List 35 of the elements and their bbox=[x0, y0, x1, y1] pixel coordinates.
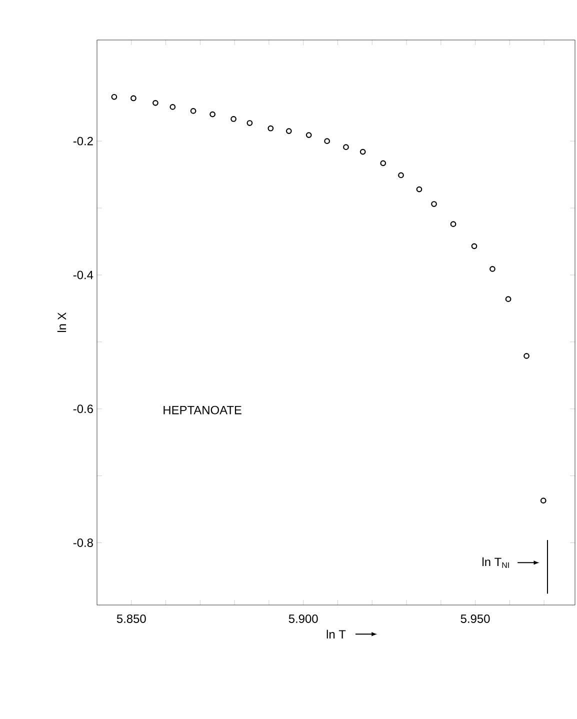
point bbox=[450, 221, 456, 228]
point bbox=[540, 498, 546, 504]
annotation: HEPTANOATE bbox=[164, 406, 242, 414]
x-tick-label: 5.950 bbox=[460, 614, 490, 623]
point bbox=[190, 108, 196, 114]
y-tick-label: -0.8 bbox=[73, 538, 93, 547]
point bbox=[111, 94, 118, 100]
point bbox=[130, 95, 136, 102]
point bbox=[471, 243, 478, 250]
x-axis-title: ln T bbox=[326, 630, 346, 638]
point bbox=[343, 144, 349, 150]
x-tick-label: 5.900 bbox=[288, 614, 318, 623]
ref-line-label: ln T$_{NI}$ bbox=[482, 557, 509, 568]
point bbox=[230, 116, 236, 122]
point bbox=[416, 186, 422, 192]
point bbox=[268, 125, 274, 132]
x-tick-label: 5.850 bbox=[116, 614, 146, 623]
point bbox=[524, 353, 530, 359]
point bbox=[398, 172, 404, 178]
point bbox=[380, 160, 386, 166]
point bbox=[246, 120, 253, 126]
y-tick-label: -0.6 bbox=[73, 404, 93, 414]
point bbox=[324, 138, 330, 144]
point bbox=[431, 201, 437, 207]
point bbox=[490, 266, 496, 272]
point bbox=[360, 148, 366, 155]
point bbox=[286, 128, 292, 134]
point bbox=[505, 296, 512, 302]
point bbox=[306, 132, 312, 138]
point bbox=[210, 111, 216, 118]
point bbox=[170, 104, 176, 110]
y-tick-label: -0.4 bbox=[73, 270, 94, 280]
point bbox=[152, 100, 158, 106]
y-axis-title: ln X bbox=[57, 312, 66, 332]
y-tick-label: -0.2 bbox=[73, 136, 93, 146]
